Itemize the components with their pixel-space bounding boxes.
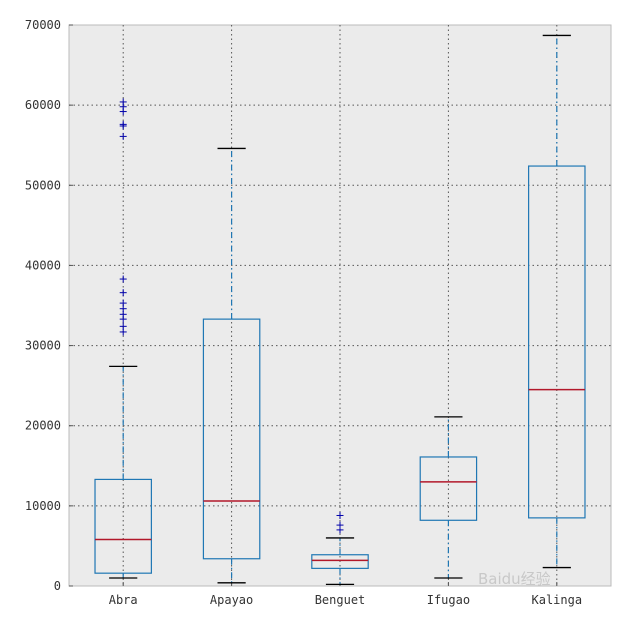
y-tick-label: 60000: [25, 98, 61, 112]
box-iqr: [311, 554, 369, 569]
y-tick-label: 40000: [25, 258, 61, 272]
box-iqr: [528, 165, 586, 519]
x-tick-label: Ifugao: [427, 593, 470, 607]
outlier-marker: [119, 322, 127, 330]
box-benguet: [311, 511, 369, 586]
y-tick-label: 70000: [25, 18, 61, 32]
box-iqr: [94, 478, 152, 574]
boxes: [94, 34, 586, 586]
outlier-marker: [336, 521, 344, 529]
outlier-marker: [336, 511, 344, 519]
box-iqr: [202, 318, 261, 560]
outlier-marker: [119, 299, 127, 307]
watermark-text: Baidu经验: [478, 570, 551, 588]
y-tick-label: 20000: [25, 419, 61, 433]
outlier-marker: [119, 289, 127, 297]
x-tick-label: Kalinga: [532, 593, 583, 607]
outlier-marker: [119, 98, 127, 106]
x-axis-ticks: Abra Apayao Benguet Ifugao Kalinga: [109, 582, 582, 607]
y-tick-label: 0: [54, 579, 61, 593]
y-tick-label: 30000: [25, 339, 61, 353]
box-kalinga: [528, 34, 586, 569]
outlier-marker: [119, 132, 127, 140]
box-apayao: [202, 147, 261, 584]
x-tick-label: Benguet: [315, 593, 366, 607]
box-ifugao: [419, 416, 478, 579]
y-tick-label: 50000: [25, 178, 61, 192]
x-tick-label: Apayao: [210, 593, 253, 607]
y-tick-label: 10000: [25, 499, 61, 513]
outlier-marker: [119, 275, 127, 283]
x-tick-label: Abra: [109, 593, 138, 607]
outlier-marker: [119, 120, 127, 128]
box-abra: [94, 98, 152, 579]
box-iqr: [419, 456, 478, 521]
y-axis-ticks: 0 10000 20000 30000 40000 50000 60000 70000: [25, 18, 73, 593]
watermark: Baidu经验: [478, 570, 551, 588]
